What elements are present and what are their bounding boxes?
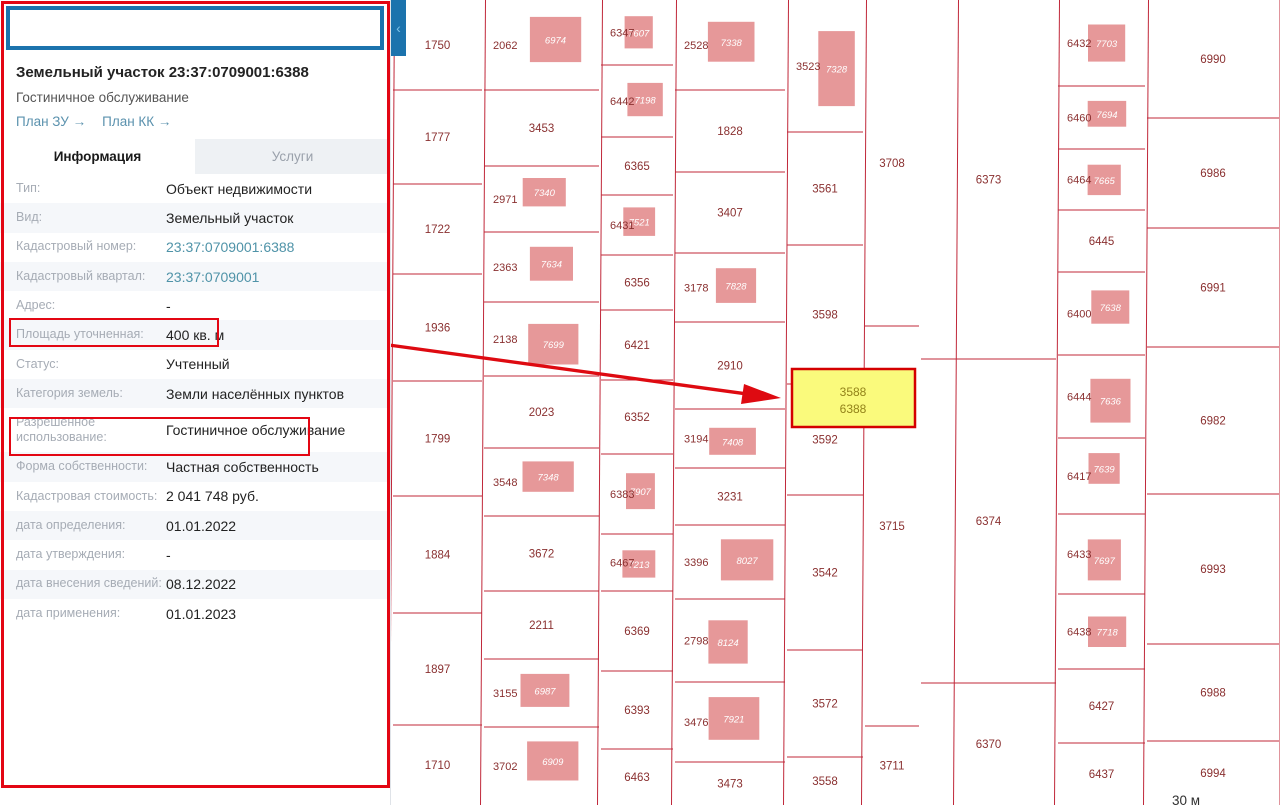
svg-text:6431: 6431	[610, 220, 634, 232]
svg-text:3542: 3542	[812, 568, 838, 580]
svg-text:7348: 7348	[538, 473, 560, 484]
svg-text:3407: 3407	[717, 208, 743, 220]
svg-text:2138: 2138	[493, 334, 517, 346]
svg-text:7198: 7198	[635, 96, 657, 107]
svg-text:2211: 2211	[529, 620, 554, 632]
svg-text:3598: 3598	[812, 310, 838, 322]
svg-text:3702: 3702	[493, 761, 517, 773]
svg-text:7328: 7328	[826, 65, 848, 76]
svg-text:3592: 3592	[812, 435, 838, 447]
svg-text:1777: 1777	[425, 132, 451, 144]
svg-text:3572: 3572	[812, 699, 838, 711]
svg-text:6421: 6421	[624, 340, 650, 352]
svg-text:3711: 3711	[880, 761, 905, 773]
svg-text:3194: 3194	[684, 434, 708, 446]
svg-text:6383: 6383	[610, 489, 634, 501]
svg-text:1750: 1750	[425, 40, 451, 52]
svg-text:3396: 3396	[684, 557, 708, 569]
svg-text:7638: 7638	[1100, 303, 1122, 314]
svg-text:6432: 6432	[1067, 38, 1091, 50]
svg-text:7699: 7699	[543, 340, 565, 351]
svg-text:1828: 1828	[717, 126, 743, 138]
svg-text:6463: 6463	[624, 772, 650, 784]
svg-text:7639: 7639	[1094, 464, 1116, 475]
svg-text:1884: 1884	[425, 550, 451, 562]
svg-text:3155: 3155	[493, 688, 517, 700]
svg-text:1710: 1710	[425, 760, 451, 772]
svg-text:6909: 6909	[542, 757, 564, 768]
svg-text:7408: 7408	[722, 437, 744, 448]
svg-text:6437: 6437	[1089, 769, 1115, 781]
svg-text:2023: 2023	[529, 407, 555, 419]
svg-text:1936: 1936	[425, 323, 451, 335]
svg-text:7665: 7665	[1094, 176, 1116, 187]
svg-text:8027: 8027	[737, 556, 759, 567]
svg-text:7634: 7634	[541, 260, 562, 271]
svg-text:2062: 2062	[493, 40, 517, 52]
svg-text:7636: 7636	[1100, 397, 1122, 408]
svg-text:6974: 6974	[545, 36, 566, 47]
svg-text:6356: 6356	[624, 278, 650, 290]
svg-text:6352: 6352	[624, 412, 650, 424]
svg-text:3453: 3453	[529, 123, 555, 135]
svg-text:6467: 6467	[610, 558, 634, 570]
svg-text:7697: 7697	[1094, 556, 1116, 567]
svg-text:3548: 3548	[493, 477, 517, 489]
svg-text:1897: 1897	[425, 664, 451, 676]
svg-text:6987: 6987	[534, 686, 556, 697]
svg-text:3231: 3231	[717, 492, 743, 504]
svg-text:6370: 6370	[976, 739, 1002, 751]
svg-text:7718: 7718	[1097, 628, 1119, 639]
svg-text:6464: 6464	[1067, 175, 1091, 187]
svg-text:6365: 6365	[624, 161, 650, 173]
svg-text:6388: 6388	[840, 402, 867, 416]
svg-text:7828: 7828	[725, 282, 747, 293]
svg-text:3588: 3588	[840, 385, 867, 399]
svg-text:6369: 6369	[624, 626, 650, 638]
svg-text:6986: 6986	[1200, 168, 1226, 180]
svg-text:7703: 7703	[1096, 39, 1118, 50]
svg-text:3178: 3178	[684, 283, 708, 295]
svg-text:2798: 2798	[684, 636, 708, 648]
svg-text:6433: 6433	[1067, 549, 1091, 561]
svg-text:6991: 6991	[1200, 283, 1226, 295]
svg-text:1799: 1799	[425, 434, 451, 446]
svg-text:3715: 3715	[879, 521, 905, 533]
svg-text:7694: 7694	[1096, 110, 1117, 121]
svg-text:6993: 6993	[1200, 564, 1226, 576]
svg-text:3708: 3708	[879, 158, 905, 170]
svg-text:3672: 3672	[529, 549, 555, 561]
svg-text:6417: 6417	[1067, 471, 1091, 483]
svg-text:6347: 6347	[610, 28, 634, 40]
svg-text:2528: 2528	[684, 40, 708, 52]
svg-text:6400: 6400	[1067, 309, 1091, 321]
svg-text:2910: 2910	[717, 361, 743, 373]
svg-text:6460: 6460	[1067, 113, 1091, 125]
svg-text:1722: 1722	[425, 224, 451, 236]
svg-text:3558: 3558	[812, 776, 838, 788]
svg-text:6444: 6444	[1067, 392, 1091, 404]
svg-text:6427: 6427	[1089, 701, 1115, 713]
svg-text:6990: 6990	[1200, 54, 1226, 66]
svg-text:2971: 2971	[493, 194, 517, 206]
svg-text:3476: 3476	[684, 717, 708, 729]
svg-text:6373: 6373	[976, 175, 1002, 187]
svg-text:3523: 3523	[796, 61, 820, 73]
svg-text:2363: 2363	[493, 262, 517, 274]
svg-text:6374: 6374	[976, 516, 1002, 528]
svg-text:7338: 7338	[721, 38, 743, 49]
svg-text:6988: 6988	[1200, 688, 1226, 700]
svg-text:7921: 7921	[723, 715, 744, 726]
svg-text:6393: 6393	[624, 705, 650, 717]
svg-text:6442: 6442	[610, 96, 634, 108]
svg-text:8124: 8124	[718, 638, 739, 649]
svg-text:6438: 6438	[1067, 627, 1091, 639]
svg-text:7340: 7340	[534, 188, 556, 199]
svg-text:3473: 3473	[717, 779, 743, 791]
svg-text:3561: 3561	[812, 184, 838, 196]
svg-text:6445: 6445	[1089, 236, 1115, 248]
svg-text:6994: 6994	[1200, 768, 1226, 780]
svg-text:6982: 6982	[1200, 416, 1226, 428]
